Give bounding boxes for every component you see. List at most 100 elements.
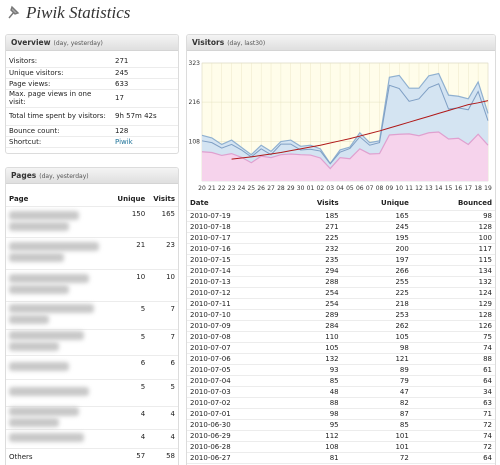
visitors-cell: 165 xyxy=(341,210,412,222)
x-tick-label: 10 xyxy=(395,185,403,192)
visitors-cell: 100 xyxy=(411,232,495,244)
pages-table: Page Unique Visits 150 165 21 23 10 10 5 7 5 7 6 6 5 5 4 4… xyxy=(6,192,178,465)
unique-cell: 5 xyxy=(112,329,149,356)
blurred-page-name xyxy=(9,342,59,351)
visitors-cell: 95 xyxy=(283,419,342,431)
visitors-cell: 88 xyxy=(283,397,342,409)
visitors-cell: 101 xyxy=(341,430,412,442)
blurred-page-name xyxy=(9,361,69,371)
overview-table: Visitors: 271 Unique visitors: 245 Page view… xyxy=(6,56,178,148)
visitors-cell: 218 xyxy=(341,298,412,310)
overview-label: Shortcut: xyxy=(6,136,112,148)
visitors-cell: 289 xyxy=(283,309,342,321)
unique-cell: 10 xyxy=(112,269,149,302)
visitors-cell: 126 xyxy=(411,320,495,332)
visitors-cell: 255 xyxy=(341,276,412,288)
visitors-head-row: Date Visits Unique Bounced xyxy=(187,196,495,211)
visitors-row: 2010-06-30 95 85 72 xyxy=(187,419,495,431)
unique-cell: 150 xyxy=(112,206,149,238)
x-tick-label: 16 xyxy=(455,185,463,192)
visitors-cell: 129 xyxy=(411,298,495,310)
visitors-cell: 75 xyxy=(411,331,495,343)
blurred-page-name xyxy=(9,285,69,294)
overview-label: Max. page views in one visit: xyxy=(6,89,112,108)
visitors-cell: 61 xyxy=(411,364,495,376)
overview-value: Piwik xyxy=(112,136,178,148)
visitors-cell: 2010-07-16 xyxy=(187,243,284,255)
shortcut-link[interactable]: Piwik xyxy=(115,137,133,146)
visitors-cell: 245 xyxy=(341,221,412,233)
overview-label: Unique visitors: xyxy=(6,67,112,79)
visitors-cell: 48 xyxy=(283,386,342,398)
visitors-cell: 128 xyxy=(411,221,495,233)
y-tick-label: 108 xyxy=(189,139,201,146)
blurred-page-name xyxy=(9,315,49,324)
visitors-cell: 2010-07-07 xyxy=(187,342,284,354)
visitors-subtitle: (day, last30) xyxy=(227,40,266,47)
visitors-cell: 185 xyxy=(283,210,342,222)
visitors-cell: 2010-07-15 xyxy=(187,254,284,266)
overview-label: Total time spent by visitors: xyxy=(6,107,112,126)
visitors-column-header: Visits xyxy=(283,196,342,211)
series-line xyxy=(201,83,489,165)
overview-row: Visitors: 271 xyxy=(6,56,178,68)
overview-row: Shortcut: Piwik xyxy=(6,136,178,148)
visits-cell: 4 xyxy=(148,406,178,430)
visitors-cell: 197 xyxy=(341,254,412,266)
x-tick-label: 14 xyxy=(435,185,443,192)
overview-label: Page views: xyxy=(6,78,112,90)
visitors-row: 2010-07-09 284 262 126 xyxy=(187,320,495,332)
visits-cell: 7 xyxy=(148,329,178,356)
visitors-cell: 2010-07-17 xyxy=(187,232,284,244)
page-cell: Others xyxy=(6,448,112,465)
page-cell xyxy=(6,429,112,449)
overview-value: 9h 57m 42s xyxy=(112,107,178,126)
visitors-cell: 121 xyxy=(341,353,412,365)
visitors-cell: 132 xyxy=(283,353,342,365)
x-tick-label: 18 xyxy=(474,185,482,192)
blurred-page-name xyxy=(9,387,89,396)
visitors-cell: 266 xyxy=(341,265,412,277)
visitors-cell: 134 xyxy=(411,265,495,277)
x-tick-label: 13 xyxy=(425,185,433,192)
overview-value: 245 xyxy=(112,67,178,79)
x-tick-label: 23 xyxy=(228,185,236,192)
x-tick-label: 25 xyxy=(247,185,255,192)
pages-column-header: Unique xyxy=(112,192,149,207)
x-tick-label: 26 xyxy=(257,185,265,192)
visitors-cell: 112 xyxy=(283,430,342,442)
overview-row: Page views: 633 xyxy=(6,78,178,90)
visitors-row: 2010-07-05 93 89 61 xyxy=(187,364,495,376)
blurred-page-name xyxy=(9,304,94,313)
unique-cell: 57 xyxy=(112,448,149,465)
overview-row: Total time spent by visitors: 9h 57m 42s xyxy=(6,107,178,126)
page-cell xyxy=(6,406,112,430)
visits-cell: 6 xyxy=(148,355,178,380)
page-cell xyxy=(6,355,112,380)
visitors-cell: 2010-07-08 xyxy=(187,331,284,343)
visits-cell: 58 xyxy=(148,448,178,465)
visitors-cell: 262 xyxy=(341,320,412,332)
overview-row: Max. page views in one visit: 17 xyxy=(6,89,178,108)
visitors-cell: 72 xyxy=(411,441,495,453)
visitors-cell: 254 xyxy=(283,298,342,310)
visitors-column-header: Date xyxy=(187,196,284,211)
visitors-row: 2010-07-07 105 98 74 xyxy=(187,342,495,354)
pages-row: Others 57 58 xyxy=(6,448,178,465)
visitors-cell: 132 xyxy=(411,276,495,288)
visitors-cell: 294 xyxy=(283,265,342,277)
visitors-cell: 2010-07-13 xyxy=(187,276,284,288)
unique-cell: 21 xyxy=(112,237,149,270)
series-line xyxy=(201,131,489,170)
page-title: Piwik Statistics xyxy=(26,3,131,22)
visits-cell: 23 xyxy=(148,237,178,270)
visitors-cell: 87 xyxy=(341,408,412,420)
visitors-cell: 225 xyxy=(341,287,412,299)
visitors-row: 2010-07-17 225 195 100 xyxy=(187,232,495,244)
visitors-cell: 288 xyxy=(283,276,342,288)
visits-cell: 7 xyxy=(148,301,178,330)
visitors-row: 2010-07-12 254 225 124 xyxy=(187,287,495,299)
